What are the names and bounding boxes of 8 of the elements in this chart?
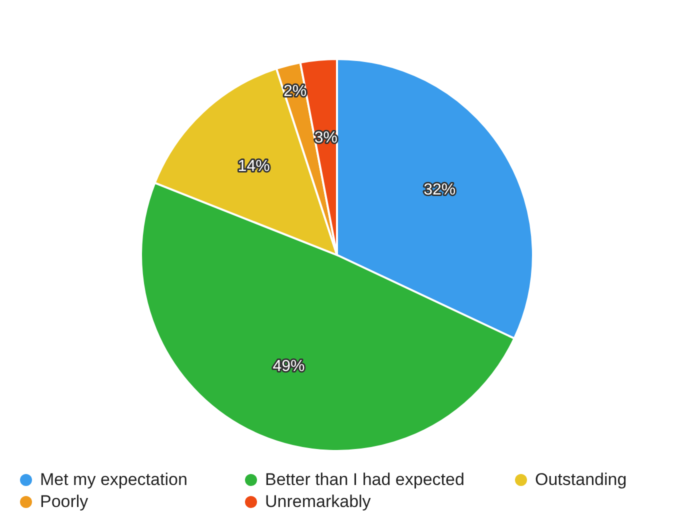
legend-label: Better than I had expected	[265, 470, 464, 490]
data-label: 14%	[238, 158, 270, 175]
legend-label: Outstanding	[535, 470, 627, 490]
legend-label: Unremarkably	[265, 492, 371, 512]
data-label: 49%	[272, 358, 305, 376]
legend-label: Met my expectation	[40, 470, 188, 490]
data-label: 32%	[424, 181, 456, 198]
legend-label: Poorly	[40, 492, 88, 512]
